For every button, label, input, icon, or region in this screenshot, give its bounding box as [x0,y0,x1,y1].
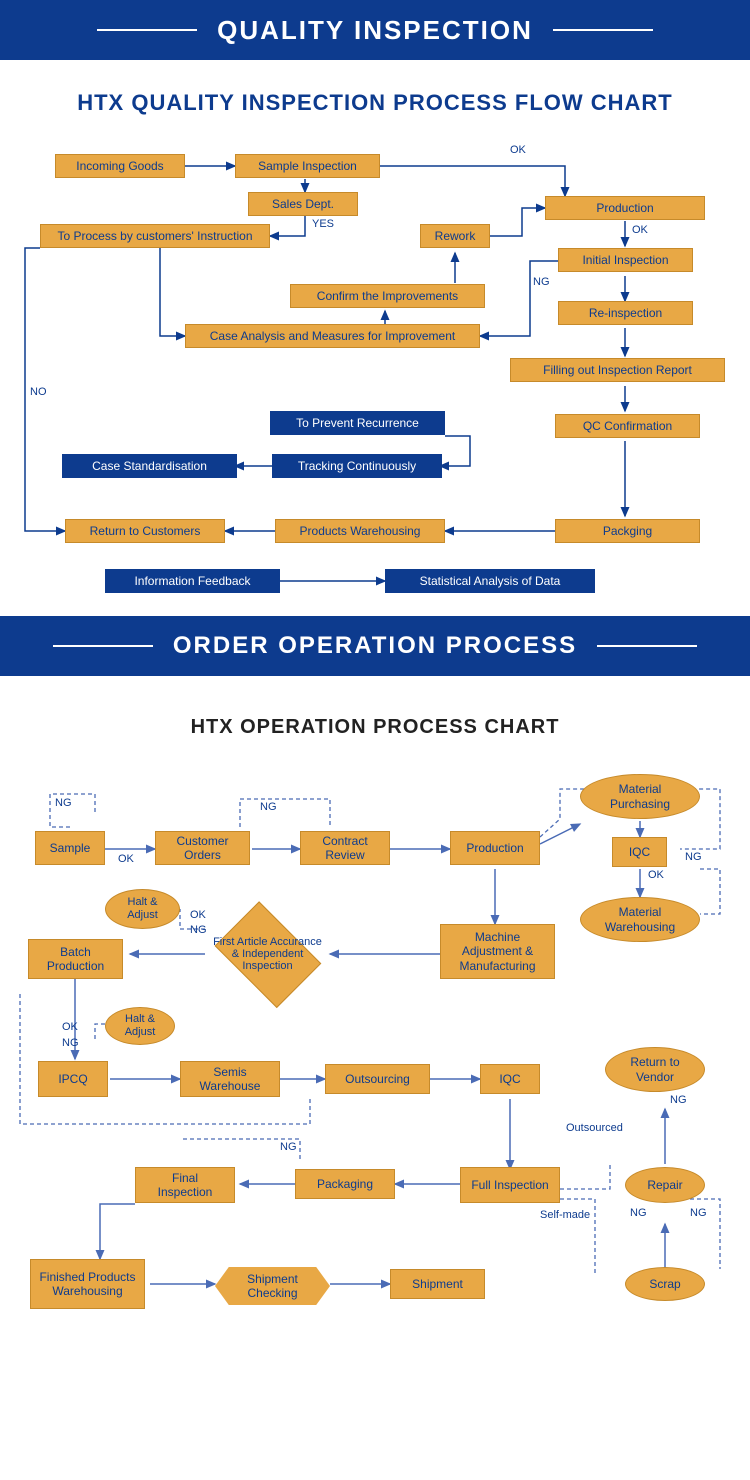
node-material-warehousing: Material Warehousing [580,897,700,942]
node-customer-orders: Customer Orders [155,831,250,865]
node-information-feedback: Information Feedback [105,569,280,593]
node-sample-inspection: Sample Inspection [235,154,380,178]
node-return-vendor: Return to Vendor [605,1047,705,1092]
lbl-ok-1: OK [118,853,134,865]
node-to-process: To Process by customers' Instruction [40,224,270,248]
node-halt-adjust-2: Halt & Adjust [105,1007,175,1045]
node-outsourcing: Outsourcing [325,1064,430,1094]
node-initial-inspection: Initial Inspection [558,248,693,272]
node-first-article: First Article Accurance & Independent In… [205,909,330,999]
label-yes: YES [312,218,334,230]
label-ng: NG [533,276,550,288]
lbl-ng-4: NG [190,924,207,936]
node-sample: Sample [35,831,105,865]
lbl-ok-3: OK [190,909,206,921]
lbl-ng-3: NG [685,851,702,863]
node-rework: Rework [420,224,490,248]
banner-quality: QUALITY INSPECTION [0,0,750,60]
node-full-inspection: Full Inspection [460,1167,560,1203]
label-no: NO [30,386,47,398]
node-confirm-improvements: Confirm the Improvements [290,284,485,308]
lbl-selfmade: Self-made [540,1209,590,1221]
node-packaging: Packaging [295,1169,395,1199]
node-repair: Repair [625,1167,705,1203]
node-prevent-recurrence: To Prevent Recurrence [270,411,445,435]
node-scrap: Scrap [625,1267,705,1301]
subtitle-operation: HTX OPERATION PROCESS CHART [0,676,750,769]
node-production-2: Production [450,831,540,865]
banner-line-right [553,29,653,31]
node-final-inspection: Final Inspection [135,1167,235,1203]
lbl-ng-7: NG [280,1141,297,1153]
banner-order: ORDER OPERATION PROCESS [0,616,750,676]
node-return-customers: Return to Customers [65,519,225,543]
lbl-ng-2: NG [260,801,277,813]
node-iqc-2: IQC [480,1064,540,1094]
node-packging: Packging [555,519,700,543]
quality-flowchart: Incoming Goods Sample Inspection Sales D… [0,136,750,616]
lbl-ng-5: NG [62,1037,79,1049]
subtitle-quality: HTX QUALITY INSPECTION PROCESS FLOW CHAR… [0,60,750,136]
banner-order-text: ORDER OPERATION PROCESS [173,632,577,660]
node-sales-dept: Sales Dept. [248,192,358,216]
lbl-ng-9: NG [690,1207,707,1219]
node-incoming-goods: Incoming Goods [55,154,185,178]
node-batch-production: Batch Production [28,939,123,979]
node-ipcq: IPCQ [38,1061,108,1097]
node-products-warehousing: Products Warehousing [275,519,445,543]
lbl-ok-4: OK [62,1021,78,1033]
node-case-standardisation: Case Standardisation [62,454,237,478]
label-ok-1: OK [510,144,526,156]
lbl-ok-2: OK [648,869,664,881]
lbl-ng-6: NG [670,1094,687,1106]
banner-line-right-2 [597,645,697,647]
lbl-ng-1: NG [55,797,72,809]
node-machine-adjustment: Machine Adjustment & Manufacturing [440,924,555,979]
node-iqc-1: IQC [612,837,667,867]
node-tracking-continuously: Tracking Continuously [272,454,442,478]
node-first-article-text: First Article Accurance & Independent In… [205,936,330,972]
node-production: Production [545,196,705,220]
node-finished-products: Finished Products Warehousing [30,1259,145,1309]
banner-line-left-2 [53,645,153,647]
lbl-outsourced: Outsourced [566,1122,623,1134]
node-case-analysis: Case Analysis and Measures for Improveme… [185,324,480,348]
node-semis-warehouse: Semis Warehouse [180,1061,280,1097]
node-statistical-analysis: Statistical Analysis of Data [385,569,595,593]
banner-line-left [97,29,197,31]
node-halt-adjust-1: Halt & Adjust [105,889,180,929]
label-ok-2: OK [632,224,648,236]
node-filling-report: Filling out Inspection Report [510,358,725,382]
node-shipment-checking: Shipment Checking [215,1267,330,1305]
banner-quality-text: QUALITY INSPECTION [217,15,533,46]
node-shipment: Shipment [390,1269,485,1299]
node-material-purchasing: Material Purchasing [580,774,700,819]
operation-flowchart: Sample Customer Orders Contract Review P… [0,769,750,1359]
node-contract-review: Contract Review [300,831,390,865]
lbl-ng-8: NG [630,1207,647,1219]
node-qc-confirmation: QC Confirmation [555,414,700,438]
node-re-inspection: Re-inspection [558,301,693,325]
